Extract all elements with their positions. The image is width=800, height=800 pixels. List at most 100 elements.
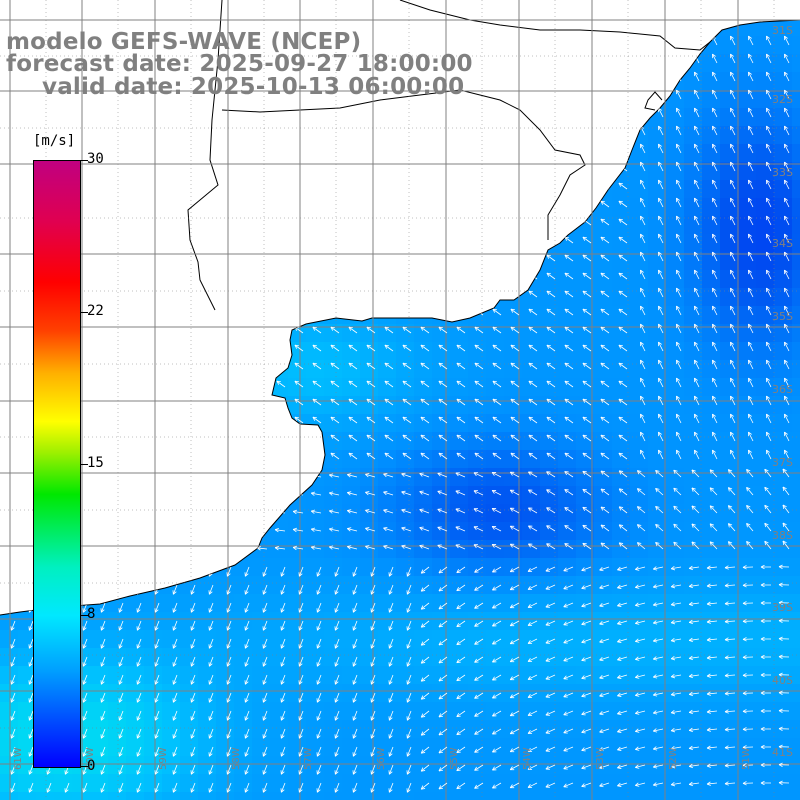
field-cell bbox=[738, 450, 756, 468]
wind-arrow bbox=[473, 544, 484, 550]
wind-arrow bbox=[600, 344, 610, 352]
field-cell bbox=[666, 648, 684, 666]
wind-arrow bbox=[528, 416, 538, 424]
wind-arrow bbox=[527, 584, 538, 590]
wind-arrow bbox=[316, 674, 322, 685]
wind-arrow bbox=[276, 182, 286, 190]
field-cell bbox=[414, 504, 432, 522]
wind-arrow bbox=[316, 710, 322, 721]
field-cell bbox=[774, 162, 792, 180]
field-cell bbox=[288, 234, 306, 252]
wind-arrow bbox=[276, 110, 286, 118]
wind-arrow bbox=[384, 200, 394, 208]
field-cell bbox=[414, 540, 432, 558]
field-cell bbox=[738, 540, 756, 558]
wind-arrow bbox=[94, 511, 106, 517]
wind-arrow bbox=[599, 602, 610, 608]
wind-arrow bbox=[600, 362, 610, 370]
field-cell bbox=[666, 432, 684, 450]
field-cell bbox=[684, 540, 702, 558]
wind-arrow bbox=[366, 254, 376, 262]
wind-arrow bbox=[766, 161, 772, 172]
wind-arrow bbox=[312, 290, 322, 298]
wind-arrow bbox=[492, 272, 502, 280]
field-cell bbox=[648, 396, 666, 414]
wind-arrow bbox=[96, 326, 106, 334]
wind-arrow bbox=[406, 656, 412, 667]
field-cell bbox=[18, 108, 36, 126]
field-cell bbox=[126, 648, 144, 666]
wind-arrow bbox=[276, 434, 286, 442]
wind-arrow bbox=[778, 780, 790, 785]
wind-arrow bbox=[28, 638, 34, 649]
field-cell bbox=[0, 90, 18, 108]
field-cell bbox=[396, 20, 414, 36]
wind-arrow bbox=[730, 53, 736, 64]
field-cell bbox=[630, 342, 648, 360]
field-cell bbox=[594, 72, 612, 90]
wind-arrow bbox=[388, 638, 394, 649]
field-cell bbox=[198, 792, 216, 800]
field-cell bbox=[378, 558, 396, 576]
wind-arrow bbox=[764, 540, 772, 550]
wind-arrow bbox=[473, 490, 484, 496]
wind-arrow bbox=[82, 566, 88, 577]
wind-arrow bbox=[509, 674, 520, 681]
wind-arrow bbox=[563, 638, 574, 644]
field-cell bbox=[378, 306, 396, 324]
wind-arrow bbox=[673, 487, 682, 496]
field-cell bbox=[252, 450, 270, 468]
field-cell bbox=[234, 720, 252, 738]
field-cell bbox=[648, 234, 666, 252]
wind-arrow bbox=[388, 782, 394, 793]
field-cell bbox=[378, 522, 396, 540]
field-cell bbox=[90, 216, 108, 234]
field-cell bbox=[792, 20, 800, 36]
field-cell bbox=[558, 360, 576, 378]
field-cell bbox=[594, 522, 612, 540]
field-cell bbox=[756, 108, 774, 126]
field-cell bbox=[198, 702, 216, 720]
wind-arrow bbox=[599, 566, 610, 572]
wind-arrow bbox=[492, 290, 502, 298]
wind-arrow bbox=[208, 584, 214, 595]
wind-arrow bbox=[438, 728, 448, 736]
field-cell bbox=[756, 36, 774, 54]
field-cell bbox=[540, 108, 558, 126]
field-cell bbox=[108, 594, 126, 612]
field-cell bbox=[684, 198, 702, 216]
wind-arrow bbox=[712, 359, 718, 370]
wind-arrow bbox=[748, 287, 754, 298]
field-cell bbox=[414, 198, 432, 216]
wind-arrow bbox=[437, 544, 448, 550]
wind-arrow bbox=[10, 602, 16, 613]
wind-arrow bbox=[712, 413, 718, 424]
wind-arrow bbox=[712, 233, 718, 244]
field-cell bbox=[342, 396, 360, 414]
wind-arrow bbox=[172, 728, 178, 739]
field-cell bbox=[558, 504, 576, 522]
wind-arrow bbox=[546, 507, 556, 514]
field-cell bbox=[558, 684, 576, 702]
wind-arrow bbox=[564, 110, 574, 118]
field-cell bbox=[90, 414, 108, 432]
field-cell bbox=[0, 306, 18, 324]
field-cell bbox=[342, 414, 360, 432]
wind-arrow bbox=[406, 638, 412, 649]
field-cell bbox=[180, 414, 198, 432]
wind-arrow bbox=[6, 254, 16, 262]
field-cell bbox=[450, 216, 468, 234]
wind-arrow bbox=[527, 710, 538, 716]
field-cell bbox=[360, 450, 378, 468]
field-cell bbox=[576, 324, 594, 342]
field-cell bbox=[720, 342, 738, 360]
wind-arrow bbox=[114, 380, 124, 388]
field-cell bbox=[486, 54, 504, 72]
wind-arrow bbox=[244, 566, 250, 577]
wind-arrow bbox=[222, 452, 232, 460]
field-cell bbox=[378, 162, 396, 180]
wind-arrow bbox=[370, 584, 376, 595]
field-cell bbox=[252, 684, 270, 702]
field-cell bbox=[558, 432, 576, 450]
field-cell bbox=[342, 792, 360, 800]
